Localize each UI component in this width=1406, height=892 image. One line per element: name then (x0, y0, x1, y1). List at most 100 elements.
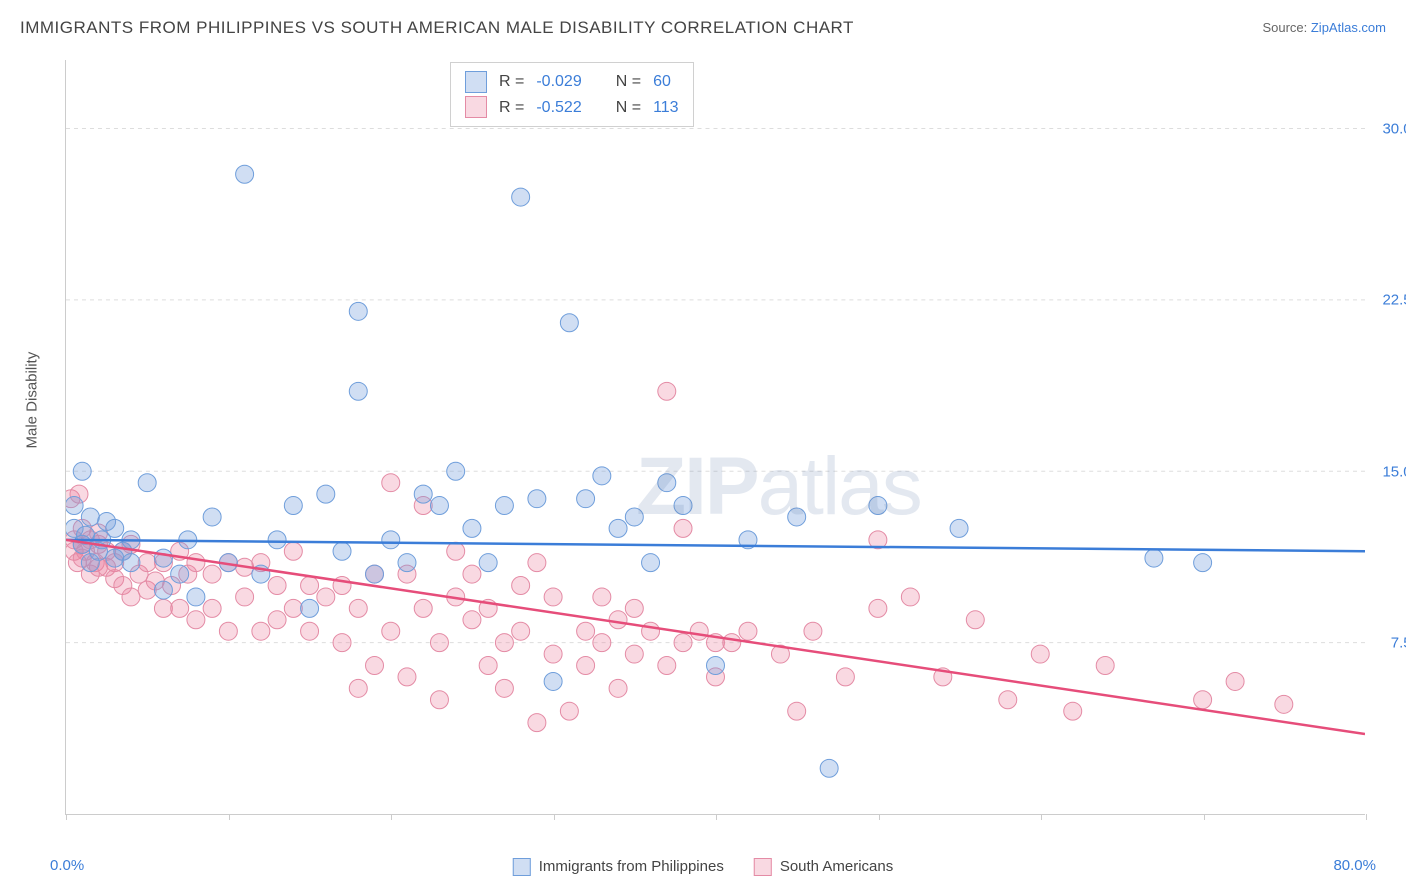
data-point (301, 599, 319, 617)
data-point (414, 599, 432, 617)
stat-n-value: 113 (653, 95, 679, 121)
data-point (81, 508, 99, 526)
data-point (1194, 691, 1212, 709)
data-point (1096, 656, 1114, 674)
data-point (512, 622, 530, 640)
data-point (707, 656, 725, 674)
data-point (138, 554, 156, 572)
data-point (901, 588, 919, 606)
bottom-legend: Immigrants from PhilippinesSouth America… (513, 858, 893, 876)
bottom-legend-item: Immigrants from Philippines (513, 858, 724, 876)
data-point (382, 474, 400, 492)
data-point (1145, 549, 1163, 567)
data-point (268, 577, 286, 595)
data-point (544, 672, 562, 690)
source-label: Source: ZipAtlas.com (1262, 20, 1386, 35)
data-point (658, 474, 676, 492)
data-point (577, 490, 595, 508)
x-axis-min-label: 0.0% (50, 857, 84, 874)
data-point (203, 508, 221, 526)
data-point (447, 462, 465, 480)
data-point (625, 599, 643, 617)
data-point (203, 599, 221, 617)
data-point (301, 577, 319, 595)
data-point (577, 656, 595, 674)
data-point (398, 668, 416, 686)
data-point (138, 474, 156, 492)
data-point (236, 588, 254, 606)
data-point (658, 656, 676, 674)
stat-r-value: -0.029 (536, 69, 581, 95)
data-point (284, 599, 302, 617)
legend-swatch (754, 858, 772, 876)
data-point (171, 565, 189, 583)
data-point (414, 485, 432, 503)
data-point (869, 599, 887, 617)
data-point (284, 497, 302, 515)
data-point (528, 554, 546, 572)
y-tick-label: 7.5% (1391, 635, 1406, 652)
x-tick (1041, 814, 1042, 820)
stats-legend-row: R =-0.029N =60 (465, 69, 679, 95)
data-point (950, 519, 968, 537)
data-point (512, 188, 530, 206)
data-point (674, 634, 692, 652)
data-point (447, 542, 465, 560)
x-tick (229, 814, 230, 820)
data-point (349, 679, 367, 697)
source-prefix: Source: (1262, 20, 1310, 35)
source-link[interactable]: ZipAtlas.com (1311, 20, 1386, 35)
data-point (690, 622, 708, 640)
data-point (463, 565, 481, 583)
data-point (609, 679, 627, 697)
data-point (106, 519, 124, 537)
plot-area: 30.0%22.5%15.0%7.5% ZIPatlas (65, 60, 1365, 815)
data-point (268, 611, 286, 629)
data-point (495, 497, 513, 515)
data-point (1031, 645, 1049, 663)
data-point (1194, 554, 1212, 572)
data-point (609, 611, 627, 629)
data-point (366, 656, 384, 674)
data-point (1275, 695, 1293, 713)
data-point (430, 497, 448, 515)
data-point (804, 622, 822, 640)
data-point (1064, 702, 1082, 720)
x-tick (716, 814, 717, 820)
data-point (382, 622, 400, 640)
data-point (317, 485, 335, 503)
stats-legend-row: R =-0.522N =113 (465, 95, 679, 121)
data-point (430, 634, 448, 652)
data-point (398, 554, 416, 572)
chart-title: IMMIGRANTS FROM PHILIPPINES VS SOUTH AME… (20, 18, 854, 38)
data-point (366, 565, 384, 583)
data-point (642, 622, 660, 640)
data-point (836, 668, 854, 686)
data-point (674, 519, 692, 537)
y-axis-label: Male Disability (24, 352, 41, 449)
data-point (609, 519, 627, 537)
data-point (236, 165, 254, 183)
data-point (625, 645, 643, 663)
data-point (252, 622, 270, 640)
data-point (625, 508, 643, 526)
data-point (528, 490, 546, 508)
stat-n-label: N = (616, 69, 641, 95)
x-tick (554, 814, 555, 820)
data-point (739, 622, 757, 640)
data-point (187, 588, 205, 606)
data-point (463, 611, 481, 629)
stats-legend: R =-0.029N =60R =-0.522N =113 (450, 62, 694, 127)
data-point (544, 645, 562, 663)
data-point (593, 467, 611, 485)
data-point (593, 588, 611, 606)
data-point (203, 565, 221, 583)
x-tick (66, 814, 67, 820)
x-axis-max-label: 80.0% (1333, 857, 1376, 874)
trendline (66, 540, 1365, 551)
data-point (66, 497, 83, 515)
data-point (349, 302, 367, 320)
stat-n-value: 60 (653, 69, 671, 95)
data-point (512, 577, 530, 595)
legend-swatch (513, 858, 531, 876)
